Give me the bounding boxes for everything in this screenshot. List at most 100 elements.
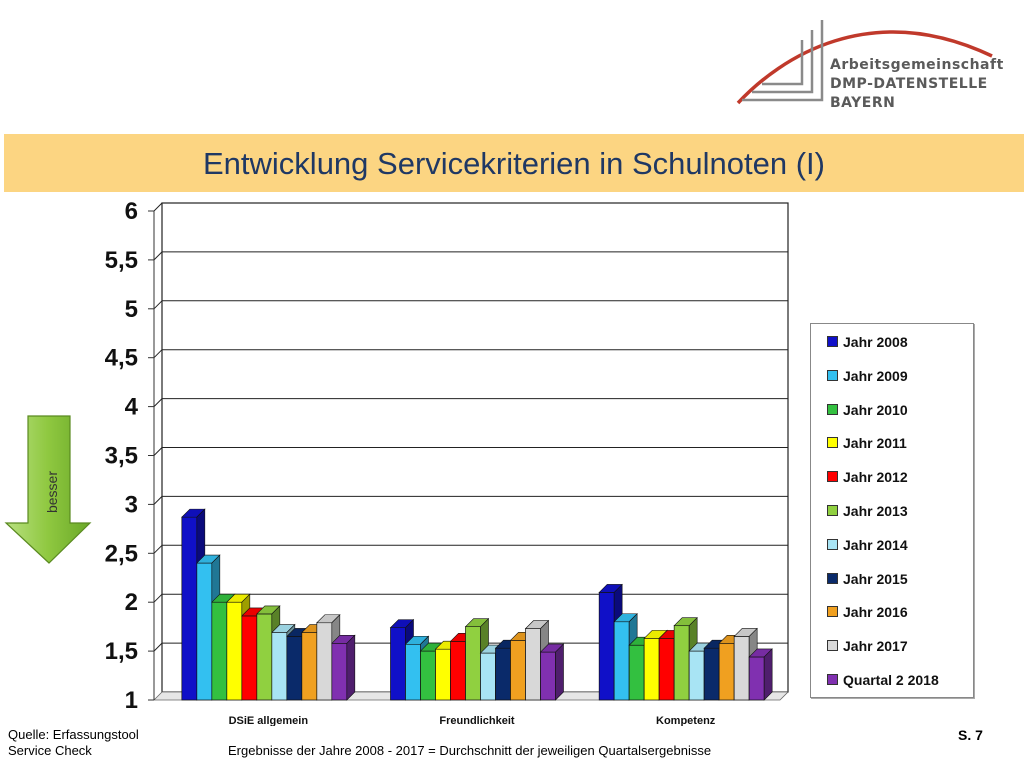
arrow-label: besser (44, 470, 60, 514)
bar-front (688, 650, 705, 701)
logo-line-1: Arbeitsgemeinschaft (830, 57, 1004, 73)
bar-front (643, 638, 660, 701)
bar-front (211, 601, 228, 701)
bar-side (763, 648, 773, 701)
bar-front (628, 644, 645, 701)
legend-label: Jahr 2014 (843, 536, 908, 553)
slide-title: Entwicklung Servicekriterien in Schulnot… (203, 146, 825, 181)
legend-label: Jahr 2016 (843, 604, 908, 621)
gridline (153, 300, 163, 310)
bar-front (703, 647, 720, 701)
bar-front (226, 601, 243, 701)
legend-item: Jahr 2015 (827, 570, 908, 588)
bar-front (286, 636, 303, 701)
legend-item: Jahr 2008 (827, 333, 908, 351)
legend-label: Jahr 2008 (843, 334, 908, 350)
legend-swatch (827, 336, 838, 347)
page-number: S. 7 (958, 727, 983, 743)
bar-front (390, 627, 406, 701)
y-tick-label: 3,5 (105, 443, 138, 470)
bar-front (598, 592, 615, 701)
bar-front (540, 651, 556, 701)
bar-front (405, 643, 421, 701)
x-category-label: Kompetenz (656, 715, 716, 726)
bar-front (435, 648, 451, 701)
legend-item: Quartal 2 2018 (827, 671, 939, 689)
bar-front (525, 628, 541, 701)
logo-line-2: DMP-DATENSTELLE BAYERN (830, 76, 988, 111)
bar-front (613, 621, 630, 701)
bar-front (316, 622, 333, 701)
y-tick-label: 1 (125, 687, 138, 714)
source-line-2: Service Check (8, 743, 92, 758)
bar-front (465, 626, 481, 701)
bar-front (256, 613, 273, 701)
bar (539, 643, 565, 701)
gridline (153, 544, 163, 554)
legend-swatch (827, 369, 838, 381)
y-tick-label: 2,5 (105, 540, 138, 567)
y-tick-label: 1,5 (105, 638, 138, 665)
y-tick-label: 4 (125, 394, 139, 421)
y-tick-label: 4,5 (105, 345, 138, 372)
bar-front (241, 615, 258, 701)
y-tick-label: 5 (125, 296, 138, 323)
bar-front (510, 639, 526, 701)
legend-item: Jahr 2013 (827, 502, 908, 520)
legend-swatch (827, 505, 838, 516)
source-line-1: Quelle: Erfassungstool (8, 727, 139, 742)
bar-front (658, 638, 675, 701)
legend-item: Jahr 2012 (827, 468, 908, 486)
y-tick-label: 5,5 (105, 247, 138, 274)
legend-label: Jahr 2013 (843, 503, 908, 519)
gridline (153, 496, 163, 505)
legend-label: Jahr 2015 (843, 570, 908, 587)
legend-swatch (827, 403, 838, 415)
down-arrow-icon (4, 415, 92, 564)
legend-swatch (827, 437, 838, 449)
legend-item: Jahr 2011 (827, 434, 907, 452)
gridline (153, 398, 163, 407)
bar-front (196, 562, 213, 701)
x-category-label: Freundlichkeit (439, 715, 515, 726)
logo-graphic (736, 20, 993, 105)
bar-front (271, 632, 288, 701)
x-category-label: DSiE allgemein (229, 715, 309, 726)
legend-swatch (827, 538, 838, 550)
legend-label: Jahr 2011 (843, 435, 907, 452)
logo-text: Arbeitsgemeinschaft DMP-DATENSTELLE BAYE… (830, 56, 1024, 113)
legend-label: Jahr 2017 (843, 638, 908, 655)
bar-front (718, 642, 735, 701)
footnote: Ergebnisse der Jahre 2008 - 2017 = Durch… (228, 743, 712, 758)
y-tick-label: 3 (125, 491, 138, 518)
legend-label: Jahr 2010 (843, 401, 908, 418)
legend-item: Jahr 2017 (827, 637, 908, 655)
legend-label: Jahr 2009 (843, 367, 908, 384)
gridline (153, 251, 163, 261)
bar (748, 648, 773, 701)
bar-front (331, 642, 348, 701)
bar-front (495, 647, 511, 701)
gridline (153, 349, 163, 359)
legend-swatch (827, 572, 838, 584)
legend-swatch (827, 471, 838, 483)
title-band: Entwicklung Servicekriterien in Schulnot… (4, 134, 1024, 192)
legend-swatch (827, 674, 838, 685)
gridline (153, 593, 163, 603)
legend-item: Jahr 2016 (827, 603, 908, 621)
chart-legend: Jahr 2008 Jahr 2009 Jahr 2010 Jahr 2011 Jahr… (810, 323, 974, 698)
bar-front (748, 656, 765, 701)
gridline (153, 202, 163, 212)
legend-swatch (827, 606, 838, 618)
legend-label: Jahr 2012 (843, 469, 908, 486)
bar-side (346, 634, 356, 701)
bar (331, 634, 356, 701)
bar-side (555, 643, 564, 701)
legend-item: Jahr 2014 (827, 536, 908, 554)
legend-item: Jahr 2010 (827, 401, 908, 419)
gridline (153, 447, 163, 456)
bar-front (673, 625, 690, 701)
y-tick-label: 6 (125, 198, 138, 225)
legend-swatch (827, 640, 838, 652)
bar-chart: 1 1,5 2 2,5 3 3,5 4 4,5 5 5,5 6 DSiE allgemein Freu… (105, 198, 789, 726)
